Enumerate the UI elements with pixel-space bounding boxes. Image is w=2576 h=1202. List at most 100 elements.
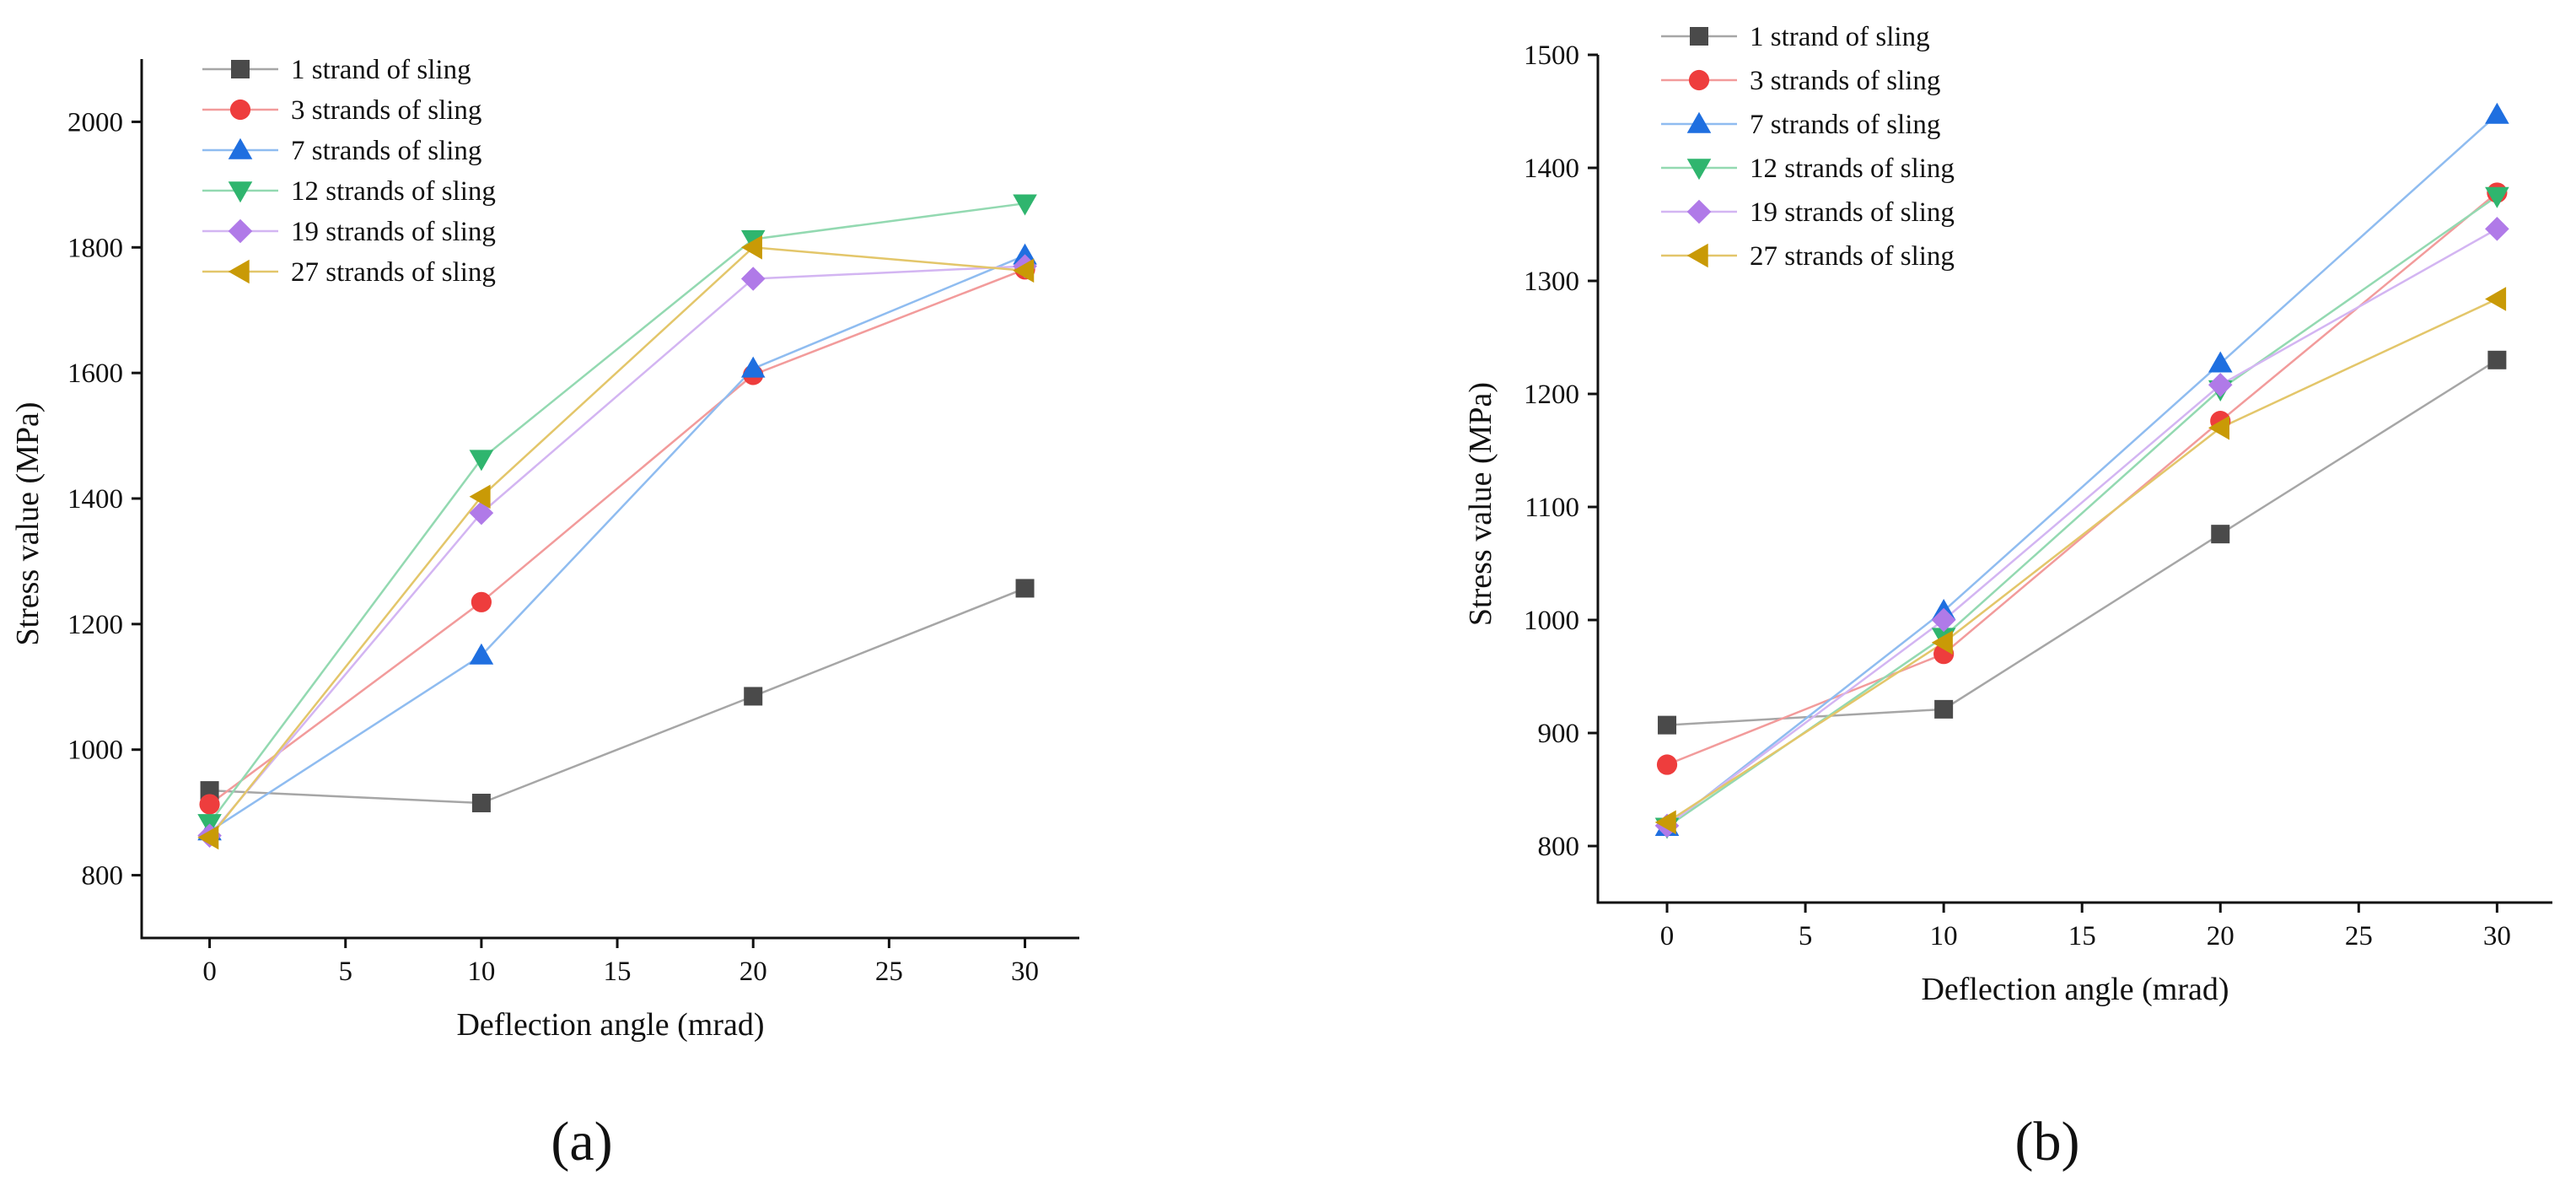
data-point xyxy=(471,591,492,612)
data-point xyxy=(1013,194,1037,216)
data-point xyxy=(197,825,219,850)
data-point xyxy=(2485,217,2509,241)
y-axis-title: Stress value (MPa) xyxy=(10,402,46,645)
legend-label: 7 strands of sling xyxy=(1750,110,1940,140)
series-line xyxy=(208,265,1025,837)
x-tick-label: 10 xyxy=(1930,921,1958,951)
x-tick-label: 20 xyxy=(2207,921,2235,951)
legend-label: 1 strand of sling xyxy=(291,55,471,85)
data-point xyxy=(740,267,766,291)
data-point xyxy=(2211,525,2230,544)
y-tick-label: 1000 xyxy=(1524,606,1579,636)
x-tick-label: 0 xyxy=(1660,921,1675,951)
data-point xyxy=(1015,579,1035,598)
data-point xyxy=(2485,102,2509,124)
legend-marker xyxy=(228,259,250,284)
y-tick-label: 1500 xyxy=(1524,40,1579,71)
data-point xyxy=(740,356,766,378)
legend-label: 1 strand of sling xyxy=(1750,22,1930,52)
y-tick-label: 800 xyxy=(82,861,124,892)
data-point xyxy=(1654,810,1676,835)
y-tick-label: 1000 xyxy=(67,736,123,766)
x-tick-label: 30 xyxy=(2483,921,2511,951)
data-point xyxy=(1934,699,1954,719)
x-tick-label: 15 xyxy=(604,957,632,987)
y-tick-label: 1400 xyxy=(1524,154,1579,184)
legend-marker xyxy=(1688,69,1710,91)
series-line xyxy=(208,245,1025,838)
legend-marker xyxy=(1686,159,1712,181)
y-tick-label: 900 xyxy=(1538,719,1580,749)
data-point xyxy=(200,781,219,800)
data-point xyxy=(740,234,762,260)
panel-label-a: (a) xyxy=(551,1111,612,1172)
y-tick-label: 1200 xyxy=(1524,380,1579,410)
x-tick-label: 5 xyxy=(1799,921,1813,951)
legend-marker xyxy=(228,181,253,203)
legend-label: 19 strands of sling xyxy=(1750,197,1955,228)
y-tick-label: 2000 xyxy=(67,107,123,137)
x-tick-label: 25 xyxy=(875,957,903,987)
series-line xyxy=(1666,358,2498,726)
data-point xyxy=(744,687,763,706)
legend-marker xyxy=(228,137,253,159)
x-tick-label: 0 xyxy=(202,957,217,987)
legend-marker xyxy=(1686,243,1708,268)
data-point xyxy=(1013,258,1035,283)
data-point xyxy=(199,794,220,815)
data-point xyxy=(1931,630,1953,655)
series-line xyxy=(1666,228,2498,827)
y-tick-label: 1600 xyxy=(67,358,123,389)
legend-marker xyxy=(231,60,250,78)
series-line xyxy=(208,254,1026,833)
panel-label-b: (b) xyxy=(2015,1111,2080,1172)
y-tick-label: 1200 xyxy=(67,610,123,640)
chart-b: 0 5 10 15 20 25 30 800 900 1000 1100 1200 1300 1400 15… xyxy=(1463,22,2552,1007)
legend-marker xyxy=(229,99,251,121)
data-point xyxy=(469,484,491,509)
x-axis-title: Deflection angle (mrad) xyxy=(1921,972,2229,1007)
y-tick-label: 1300 xyxy=(1524,267,1579,297)
legend-label: 19 strands of sling xyxy=(291,217,496,247)
data-point xyxy=(469,450,494,472)
legend-label: 27 strands of sling xyxy=(1750,241,1955,272)
legend-marker xyxy=(228,218,253,244)
legend-label: 3 strands of sling xyxy=(291,95,481,126)
x-axis-title: Deflection angle (mrad) xyxy=(456,1007,764,1043)
y-tick-label: 1800 xyxy=(67,233,123,263)
y-tick-label: 1400 xyxy=(67,484,123,515)
y-tick-label: 1100 xyxy=(1525,493,1579,523)
data-point xyxy=(471,793,491,812)
data-point xyxy=(1013,243,1037,265)
x-tick-label: 30 xyxy=(1011,957,1039,987)
data-point xyxy=(469,500,494,526)
legend-label: 3 strands of sling xyxy=(1750,66,1940,96)
series-line xyxy=(208,268,1025,806)
legend-label: 27 strands of sling xyxy=(291,257,496,288)
series-line xyxy=(209,587,1025,805)
x-tick-label: 25 xyxy=(2345,921,2373,951)
legend-marker xyxy=(1690,27,1708,46)
series-line xyxy=(208,202,1025,824)
data-point xyxy=(2208,351,2233,373)
data-point xyxy=(2208,372,2233,397)
x-tick-label: 20 xyxy=(739,957,767,987)
series-line xyxy=(1666,191,2498,766)
x-tick-label: 10 xyxy=(467,957,495,987)
data-point xyxy=(2485,186,2509,208)
data-point xyxy=(2208,415,2229,440)
series-line xyxy=(1666,114,2498,828)
data-point xyxy=(1656,754,1678,775)
legend-marker xyxy=(1686,199,1712,224)
legend-label: 7 strands of sling xyxy=(291,136,481,166)
data-point xyxy=(1931,607,1956,633)
x-tick-label: 5 xyxy=(338,957,352,987)
data-point xyxy=(2485,287,2507,311)
data-point xyxy=(2487,350,2507,369)
data-point xyxy=(1658,715,1677,735)
series-line xyxy=(1666,298,2498,823)
x-tick-label: 15 xyxy=(2068,921,2096,951)
y-axis-title: Stress value (MPa) xyxy=(1463,382,1498,626)
legend-label: 12 strands of sling xyxy=(291,176,496,207)
